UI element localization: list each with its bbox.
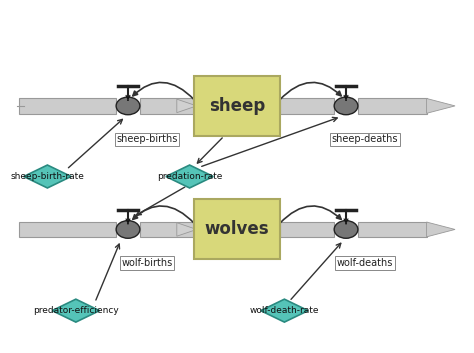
Text: sheep-births: sheep-births [116,134,178,144]
Text: sheep: sheep [209,97,265,115]
Bar [280,222,334,238]
FancyArrowPatch shape [280,82,341,100]
Text: sheep-deaths: sheep-deaths [332,134,398,144]
Bar [194,76,280,136]
Text: sheep-birth-rate: sheep-birth-rate [10,172,84,181]
FancyArrowPatch shape [133,206,194,223]
FancyArrowPatch shape [133,82,194,100]
Text: wolves: wolves [205,221,269,238]
Circle shape [116,221,140,238]
Bar [194,199,280,259]
Polygon shape [52,299,100,322]
Text: predator-efficiency: predator-efficiency [33,306,118,315]
Bar [280,98,334,114]
Polygon shape [427,222,455,237]
Polygon shape [177,99,197,113]
Text: wolf-death-rate: wolf-death-rate [250,306,319,315]
Bar [358,98,427,114]
FancyArrowPatch shape [280,206,341,223]
Bar [19,222,116,238]
Circle shape [334,97,358,115]
Circle shape [116,97,140,115]
Polygon shape [24,165,71,188]
Bar [140,98,194,114]
Text: predation-rate: predation-rate [157,172,222,181]
Circle shape [334,221,358,238]
Text: wolf-deaths: wolf-deaths [337,258,393,268]
Polygon shape [427,98,455,113]
Bar [358,222,427,238]
Bar [140,222,194,238]
Polygon shape [261,299,308,322]
Polygon shape [166,165,213,188]
Polygon shape [177,223,197,236]
Bar [19,98,116,114]
Text: wolf-births: wolf-births [121,258,173,268]
